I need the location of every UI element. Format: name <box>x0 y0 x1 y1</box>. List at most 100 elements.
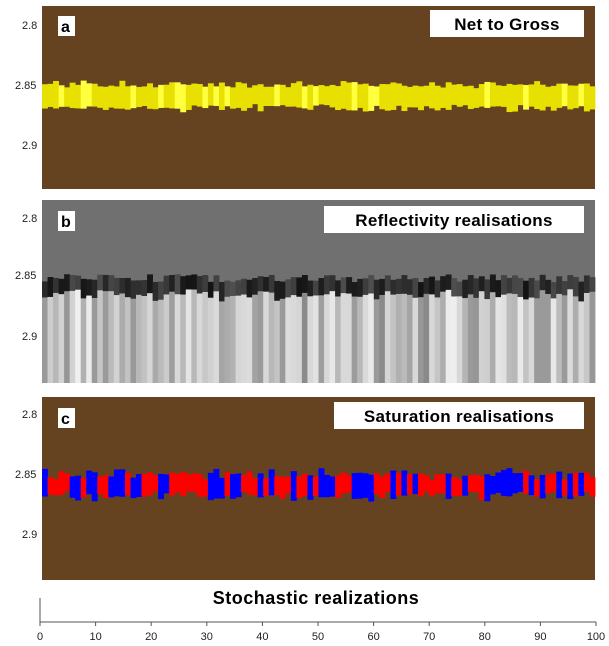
panel-b-y-tick-label: 2.85 <box>15 270 36 282</box>
reflectivity-lower-column <box>346 293 353 383</box>
ntg-column <box>550 85 557 111</box>
x-axis-ticks: 0 10 20 30 40 50 60 70 80 90 100 <box>37 622 605 643</box>
brine-column <box>58 471 65 495</box>
ntg-column <box>500 85 507 107</box>
gas-column <box>218 477 225 499</box>
ntg-column <box>147 83 153 109</box>
reflectivity-dark-column <box>180 276 187 295</box>
x-tick-label: 10 <box>89 631 101 643</box>
brine-column <box>406 473 413 495</box>
reflectivity-lower-column <box>47 296 54 383</box>
reflectivity-dark-column <box>290 277 297 296</box>
ntg-column <box>401 85 408 112</box>
reflectivity-dark-column <box>97 274 104 291</box>
reflectivity-lower-column <box>379 294 386 383</box>
panel-a-title-box <box>430 10 584 37</box>
panel-a-y-tick-label: 2.9 <box>22 140 37 152</box>
ntg-column <box>42 84 48 109</box>
reflectivity-lower-column <box>307 296 314 383</box>
reflectivity-dark-column <box>252 278 259 295</box>
ntg-column <box>561 83 568 107</box>
reflectivity-lower-column <box>318 295 325 383</box>
reflectivity-lower-column <box>390 294 397 383</box>
gas-column <box>500 469 507 496</box>
reflectivity-lower-column <box>102 291 109 383</box>
brine-column <box>102 475 109 499</box>
panel-a-marks <box>42 80 596 113</box>
reflectivity-lower-column <box>64 291 71 383</box>
brine-column <box>285 476 292 494</box>
ntg-column <box>141 86 148 107</box>
ntg-column <box>368 85 375 111</box>
ntg-column <box>185 84 192 110</box>
ntg-column <box>246 87 253 108</box>
reflectivity-lower-column <box>274 300 281 383</box>
reflectivity-lower-column <box>335 296 342 383</box>
gas-column <box>445 473 452 499</box>
ntg-column <box>495 85 502 107</box>
gas-column <box>86 470 93 495</box>
reflectivity-lower-column <box>141 295 148 383</box>
reflectivity-dark-column <box>307 280 314 297</box>
reflectivity-lower-column <box>418 297 424 383</box>
ntg-column <box>456 84 463 107</box>
gas-column <box>307 475 314 500</box>
ntg-column <box>213 86 220 106</box>
reflectivity-dark-column <box>539 274 546 291</box>
gas-column <box>357 472 364 499</box>
reflectivity-dark-column <box>113 277 120 296</box>
brine-column <box>523 470 530 494</box>
reflectivity-lower-column <box>451 296 458 383</box>
brine-column <box>241 474 248 492</box>
reflectivity-dark-column <box>263 276 270 292</box>
ntg-column <box>196 83 203 107</box>
brine-column <box>550 473 557 492</box>
ntg-column <box>489 82 496 107</box>
reflectivity-dark-column <box>451 278 458 297</box>
reflectivity-lower-column <box>224 296 231 383</box>
gas-column <box>484 474 491 502</box>
reflectivity-lower-column <box>351 296 358 383</box>
reflectivity-dark-column <box>279 281 286 299</box>
gas-column <box>119 469 126 497</box>
brine-column <box>147 472 153 496</box>
reflectivity-lower-column <box>246 297 253 383</box>
x-tick-label: 80 <box>479 631 491 643</box>
gas-column <box>257 473 264 498</box>
brine-column <box>395 472 402 496</box>
brine-column <box>589 477 596 497</box>
ntg-column <box>224 86 231 107</box>
gas-column <box>230 474 236 499</box>
reflectivity-lower-column <box>108 291 115 383</box>
gas-column <box>91 472 98 502</box>
reflectivity-dark-column <box>119 277 126 294</box>
ntg-column <box>390 82 397 110</box>
reflectivity-lower-column <box>158 299 165 383</box>
ntg-column <box>523 85 530 110</box>
brine-column <box>545 474 552 494</box>
x-tick-label: 90 <box>534 631 546 643</box>
reflectivity-lower-column <box>312 295 319 383</box>
reflectivity-lower-column <box>268 292 275 383</box>
panel-a-y-tick-label: 2.85 <box>15 80 36 92</box>
ntg-column <box>318 85 325 105</box>
reflectivity-lower-column <box>191 289 198 383</box>
reflectivity-lower-column <box>174 294 181 383</box>
gas-column <box>362 473 369 498</box>
brine-column <box>379 476 386 498</box>
ntg-column <box>124 86 131 110</box>
gas-column <box>163 474 170 494</box>
reflectivity-lower-column <box>97 290 104 383</box>
panel-b-title: Reflectivity realisations <box>355 211 552 230</box>
ntg-column <box>324 86 330 106</box>
reflectivity-lower-column <box>124 297 131 383</box>
panel-b-y-tick-label: 2.9 <box>22 331 37 343</box>
brine-column <box>346 475 353 493</box>
reflectivity-lower-column <box>484 299 491 383</box>
ntg-column <box>301 86 308 109</box>
reflectivity-lower-column <box>180 294 187 383</box>
reflectivity-dark-column <box>583 275 590 293</box>
panel-c-y-ticks: 2.8 2.85 2.9 <box>15 409 37 541</box>
reflectivity-dark-column <box>478 276 485 292</box>
reflectivity-dark-column <box>473 278 480 298</box>
